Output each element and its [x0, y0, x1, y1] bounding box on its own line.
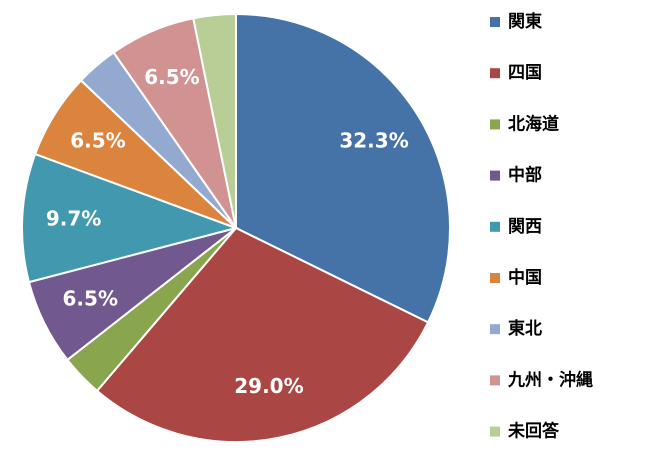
value-label: 6.5% [70, 129, 125, 153]
value-label: 9.7% [46, 207, 101, 231]
pie-slice [21, 152, 240, 284]
pie-slice [95, 226, 430, 443]
legend-label: 未回答 [507, 421, 560, 442]
legend-label: 四国 [508, 63, 542, 83]
value-label: 6.5% [144, 65, 199, 89]
legend-swatch [490, 17, 500, 27]
value-label: 32.3% [339, 129, 408, 153]
pie-slice [192, 12, 237, 229]
legend-swatch [490, 221, 500, 232]
legend-label: 関東 [508, 11, 542, 32]
legend-label: 中部 [508, 165, 542, 186]
legend-swatch [490, 375, 500, 386]
value-label: 6.5% [63, 287, 118, 311]
legend-swatch [490, 68, 500, 79]
value-label: 29.0% [234, 374, 303, 398]
legend-label: 中国 [508, 267, 542, 288]
legend-swatch [490, 426, 500, 437]
legend-swatch [490, 170, 500, 181]
legend-label: 九州・沖縄 [507, 369, 593, 390]
legend-swatch [490, 324, 500, 335]
legend-label: 東北 [508, 318, 542, 339]
legend-label: 北海道 [508, 113, 559, 134]
legend-swatch [490, 273, 500, 283]
legend-swatch [490, 119, 500, 130]
legend-label: 関西 [508, 217, 542, 237]
pie-slice [235, 12, 451, 324]
